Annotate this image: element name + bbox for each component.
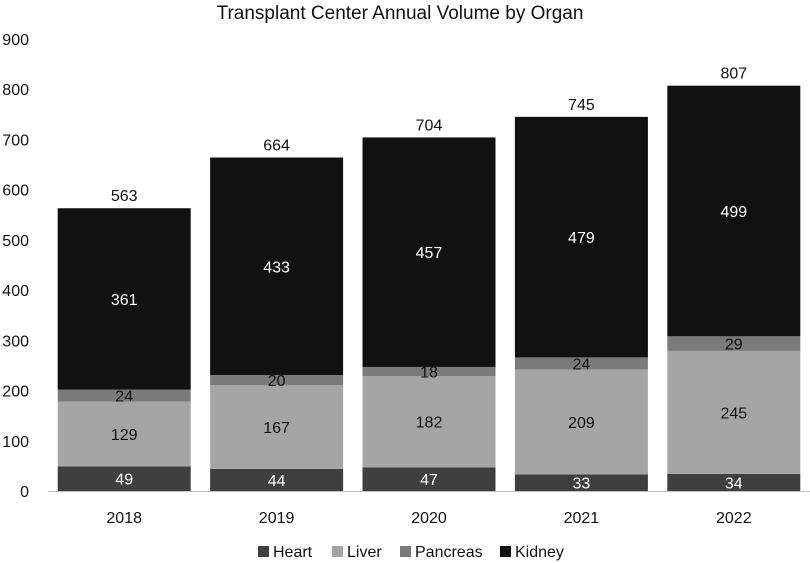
x-tick-label: 2021: [564, 510, 600, 527]
data-label-heart: 33: [573, 476, 591, 493]
data-label-kidney: 457: [416, 245, 443, 262]
data-label-pancreas: 20: [268, 373, 286, 390]
data-label-heart: 47: [420, 472, 438, 489]
y-tick-label: 900: [2, 32, 29, 49]
data-label-pancreas: 24: [115, 389, 133, 406]
data-label-heart: 49: [115, 472, 133, 489]
y-tick-label: 500: [2, 233, 29, 250]
total-label: 563: [111, 188, 138, 205]
bar-segment-kidney: [667, 85, 801, 337]
data-label-pancreas: 29: [725, 337, 743, 354]
legend-swatch-heart: [258, 546, 269, 557]
bar-segment-liver: [514, 369, 648, 475]
data-label-pancreas: 18: [420, 364, 438, 381]
data-label-kidney: 361: [111, 292, 138, 309]
bar-segment-kidney: [57, 208, 191, 390]
data-label-liver: 245: [720, 405, 747, 422]
y-tick-label: 200: [2, 384, 29, 401]
legend-label-heart: Heart: [273, 544, 313, 561]
bar-segment-liver: [667, 350, 801, 474]
data-label-kidney: 479: [568, 230, 595, 247]
data-label-kidney: 499: [720, 204, 747, 221]
total-label: 704: [416, 117, 443, 134]
legend-label-liver: Liver: [347, 544, 382, 561]
total-label: 745: [568, 97, 595, 114]
data-label-kidney: 433: [263, 259, 290, 276]
y-tick-label: 400: [2, 283, 29, 300]
bars-group: 49 129 24 361 563 44 167 20 433 664 47 182 18 457 704 3…: [57, 66, 801, 493]
y-tick-label: 100: [2, 434, 29, 451]
data-label-liver: 129: [111, 427, 138, 444]
y-tick-label: 600: [2, 183, 29, 200]
x-tick-label: 2020: [411, 510, 447, 527]
x-axis: 2018 2019 2020 2021 2022: [48, 491, 810, 527]
data-label-pancreas: 24: [573, 356, 591, 373]
legend: Heart Liver Pancreas Kidney: [258, 544, 564, 561]
bar-segment-pancreas: [514, 357, 648, 370]
legend-label-pancreas: Pancreas: [415, 544, 483, 561]
bar-segment-heart: [514, 474, 648, 491]
y-tick-label: 800: [2, 82, 29, 99]
x-tick-label: 2022: [716, 510, 752, 527]
data-label-liver: 209: [568, 415, 595, 432]
data-label-heart: 34: [725, 475, 743, 492]
bar-segment-heart: [210, 468, 344, 491]
bar-segment-pancreas: [667, 336, 801, 351]
legend-swatch-kidney: [500, 546, 511, 557]
bar-segment-kidney: [514, 116, 648, 358]
bar-segment-kidney: [210, 157, 344, 375]
bar-segment-pancreas: [362, 366, 496, 376]
y-tick-label: 0: [20, 484, 29, 501]
y-axis: 0 100 200 300 400 500 600 700 800 900: [2, 32, 29, 501]
x-tick-label: 2018: [106, 510, 142, 527]
y-tick-label: 700: [2, 132, 29, 149]
bar-segment-pancreas: [57, 389, 191, 402]
bar-segment-liver: [210, 385, 344, 469]
y-tick-label: 300: [2, 333, 29, 350]
bar-segment-liver: [57, 401, 191, 467]
data-label-liver: 167: [263, 420, 290, 437]
data-label-heart: 44: [268, 473, 286, 490]
bar-segment-heart: [667, 473, 801, 491]
legend-swatch-liver: [332, 546, 343, 557]
x-tick-label: 2019: [259, 510, 295, 527]
total-label: 807: [720, 66, 747, 83]
chart-title: Transplant Center Annual Volume by Organ: [217, 3, 584, 24]
data-label-liver: 182: [416, 415, 443, 432]
bar-segment-heart: [57, 466, 191, 491]
bar-segment-kidney: [362, 137, 496, 367]
total-label: 664: [263, 138, 290, 155]
bar-segment-pancreas: [210, 374, 344, 386]
legend-swatch-pancreas: [400, 546, 411, 557]
bar-segment-liver: [362, 375, 496, 468]
bar-segment-heart: [362, 467, 496, 491]
legend-label-kidney: Kidney: [515, 544, 564, 561]
